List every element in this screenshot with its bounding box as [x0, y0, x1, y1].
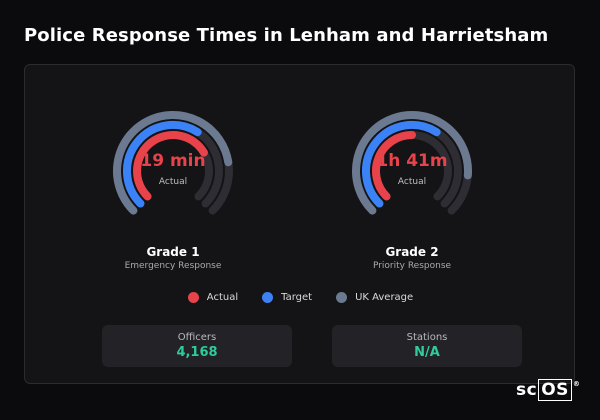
response-times-card: 19 min Actual Grade 1 Emergency Response… [24, 64, 575, 384]
stat-officers: Officers 4,168 [102, 325, 292, 367]
legend-item-actual: Actual [187, 292, 239, 303]
stat-stations: Stations N/A [332, 325, 522, 367]
grade-2-title: Grade 2 [385, 245, 439, 259]
gauge-rings [352, 111, 472, 215]
target-ring-fill [362, 121, 441, 208]
stat-label: Stations [406, 332, 448, 343]
uk-average-ring-fill [113, 111, 233, 215]
legend-item-uk-average: UK Average [336, 292, 413, 303]
legend-dot-target [262, 292, 274, 303]
gauge-value: 1h 41m [376, 151, 448, 171]
gauge-sublabel: Actual [397, 177, 427, 187]
uk-average-ring-fill [352, 111, 472, 215]
actual-ring-fill [372, 131, 416, 201]
gauge-rings [113, 111, 233, 215]
grade-1-description: Emergency Response [124, 261, 222, 271]
legend: Actual Target UK Average [25, 292, 576, 303]
stat-label: Officers [177, 332, 217, 343]
actual-ring-fill [133, 131, 208, 201]
page-title: Police Response Times in Lenham and Harr… [24, 25, 549, 46]
legend-item-target: Target [262, 292, 312, 303]
legend-label: Actual [206, 292, 239, 303]
grade-2-description: Priority Response [372, 261, 452, 271]
legend-dot-actual [187, 292, 199, 303]
stat-value: N/A [414, 345, 440, 360]
legend-dot-uk-average [336, 292, 348, 303]
grade-1-title: Grade 1 [146, 245, 200, 259]
gauge-value: 19 min [140, 151, 206, 171]
gauge-grade-2: 1h 41m Actual [347, 106, 477, 236]
stat-value: 4,168 [176, 345, 218, 360]
legend-label: UK Average [355, 292, 414, 303]
legend-label: Target [281, 292, 313, 303]
target-ring-fill [123, 121, 202, 208]
gauge-grade-1: 19 min Actual [108, 106, 238, 236]
gauge-sublabel: Actual [158, 177, 188, 187]
scos-logo: sc OS ® [516, 379, 581, 401]
